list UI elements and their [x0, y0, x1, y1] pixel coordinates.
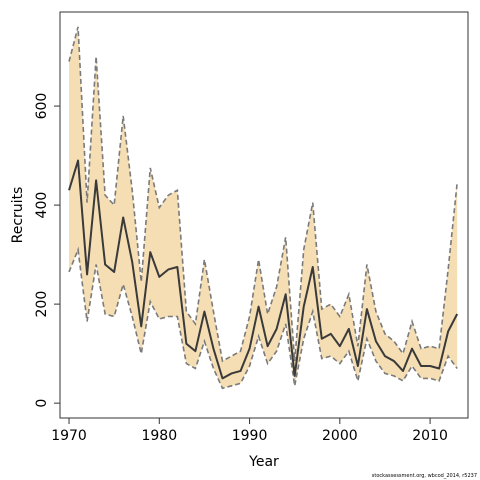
y-axis: 0 200 400 600 — [34, 93, 60, 408]
upper-bound-line — [68, 26, 458, 363]
x-tick-label: 1970 — [51, 428, 87, 444]
y-tick-label: 600 — [34, 93, 50, 120]
y-tick-label: 200 — [34, 291, 50, 318]
line-layer — [68, 159, 459, 380]
y-tick-label: 400 — [34, 192, 50, 219]
confidence-band — [69, 26, 458, 389]
y-tick-label: 0 — [34, 399, 50, 408]
x-tick-label: 1980 — [141, 428, 177, 444]
x-tick-label: 2010 — [412, 428, 448, 444]
x-axis: 1970 1980 1990 2000 2010 — [51, 418, 448, 444]
x-tick-label: 2000 — [322, 428, 358, 444]
recruits-estimate-line — [68, 159, 459, 380]
source-note: stockassessment.org, wbcod_2014, r5237 — [372, 473, 477, 479]
x-axis-title: Year — [248, 454, 279, 470]
y-axis-title: Recruits — [10, 187, 26, 244]
x-tick-label: 1990 — [232, 428, 268, 444]
plot-frame — [59, 11, 469, 419]
interval-layer — [68, 26, 458, 390]
lower-bound-line — [68, 246, 458, 390]
